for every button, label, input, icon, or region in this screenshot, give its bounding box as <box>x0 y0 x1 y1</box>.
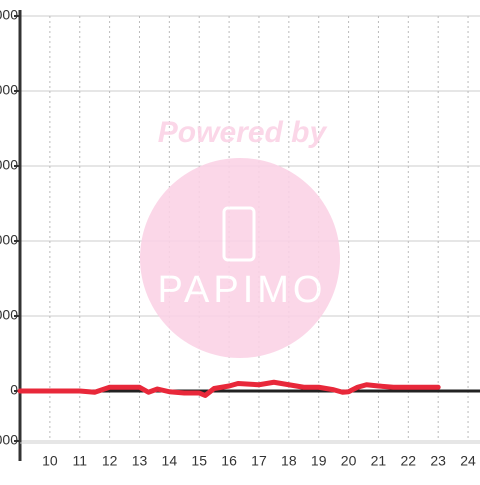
y-tick-label: 30,000 <box>0 307 18 323</box>
x-tick-label: 18 <box>281 453 297 469</box>
y-tick-label: 0 <box>10 382 18 398</box>
x-tick-label: 23 <box>430 453 446 469</box>
y-tick-label: 60,000 <box>0 232 18 248</box>
x-tick-label: 20 <box>341 453 357 469</box>
y-tick-label: 150,000 <box>0 7 18 23</box>
x-tick-label: 16 <box>221 453 237 469</box>
watermark-text: Powered by <box>158 116 328 149</box>
x-tick-label: 13 <box>132 453 148 469</box>
y-tick-label: 90,000 <box>0 157 18 173</box>
x-tick-label: 19 <box>311 453 327 469</box>
x-tick-label: 22 <box>401 453 417 469</box>
y-tick-label: -20,000 <box>0 432 18 448</box>
y-tick-label: 120,000 <box>0 82 18 98</box>
watermark: Powered by PAPIMO <box>140 116 340 358</box>
watermark-logo: PAPIMO <box>158 269 327 311</box>
watermark-icon <box>222 206 256 262</box>
x-tick-label: 24 <box>460 453 476 469</box>
x-tick-label: 11 <box>72 453 87 469</box>
x-tick-label: 12 <box>102 453 118 469</box>
line-series <box>17 379 441 398</box>
x-tick-label: 15 <box>191 453 207 469</box>
x-tick-label: 21 <box>371 453 387 469</box>
x-tick-label: 17 <box>251 453 267 469</box>
watermark-circle <box>140 158 340 358</box>
x-tick-label: 10 <box>42 453 58 469</box>
x-tick-label: 14 <box>162 453 178 469</box>
